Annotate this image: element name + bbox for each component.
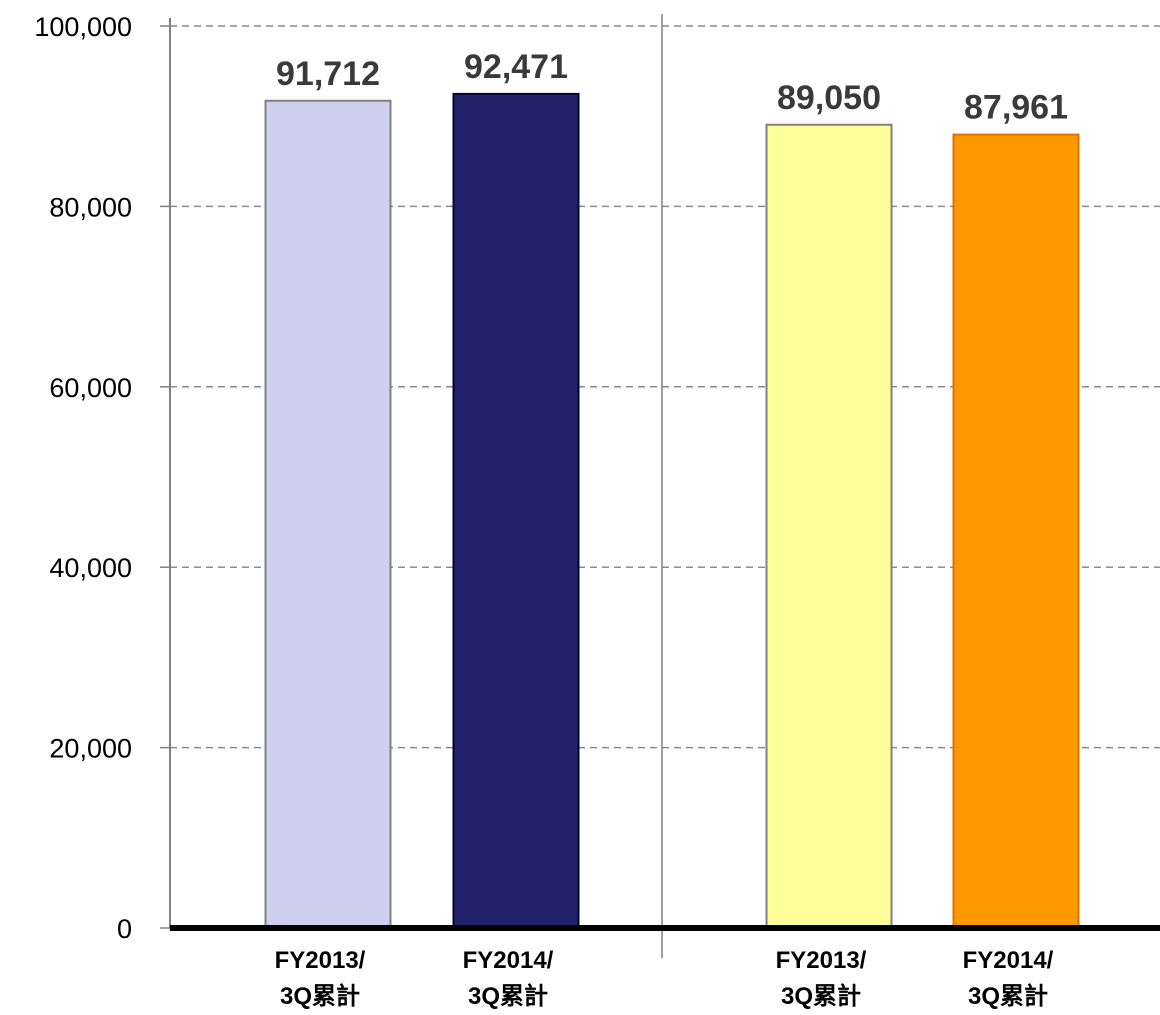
x-category-label: FY2013/3Q累計: [275, 947, 366, 1010]
y-tick-label: 0: [117, 914, 132, 944]
x-category-label-line: 3Q累計: [468, 982, 548, 1010]
x-category-label-line: 3Q累計: [781, 982, 861, 1010]
y-tick-label: 40,000: [49, 553, 132, 583]
y-tick-label: 80,000: [49, 192, 132, 222]
bar-value-label: 89,050: [777, 79, 881, 117]
y-tick-label: 60,000: [49, 373, 132, 403]
x-category-label-line: FY2013/: [275, 947, 366, 974]
x-category-label-line: FY2014/: [463, 947, 554, 974]
bar: [452, 92, 580, 930]
bar-value-label: 92,471: [464, 48, 568, 86]
x-category-label-line: FY2014/: [963, 947, 1054, 974]
x-category-label-line: FY2013/: [776, 947, 867, 974]
x-category-label-line: 3Q累計: [280, 982, 360, 1010]
x-category-label: FY2013/3Q累計: [776, 947, 867, 1010]
y-tick-label: 20,000: [49, 734, 132, 764]
bar-value-label: 91,712: [276, 55, 380, 93]
x-category-label: FY2014/3Q累計: [463, 947, 554, 1010]
bar: [952, 133, 1080, 929]
bar: [264, 99, 392, 930]
x-category-label: FY2014/3Q累計: [963, 947, 1054, 1010]
x-category-label-line: 3Q累計: [968, 982, 1048, 1010]
y-tick-label: 100,000: [34, 12, 132, 42]
bar-value-label: 87,961: [964, 89, 1068, 127]
bar: [765, 123, 893, 930]
